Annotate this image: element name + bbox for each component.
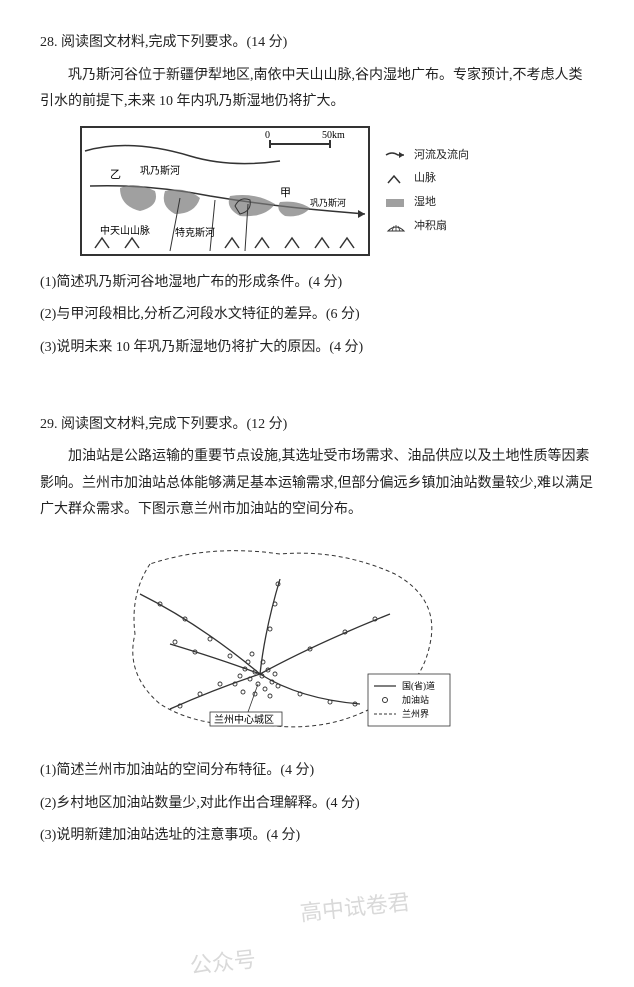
legend-river: 河流及流向 bbox=[384, 145, 469, 166]
q28-figure: 0 50km 乙 巩乃斯河 bbox=[40, 126, 594, 256]
legend-boundary-label: 兰州界 bbox=[402, 708, 429, 719]
legend-station-label: 加油站 bbox=[402, 694, 429, 705]
river-arrow-icon bbox=[384, 149, 408, 161]
q28-sub2: (2)与甲河段相比,分析乙河段水文特征的差异。(6 分) bbox=[40, 302, 594, 329]
legend-mountain-label: 山脉 bbox=[414, 168, 436, 189]
label-gongnaisi2: 巩乃斯河 bbox=[310, 197, 346, 208]
label-center: 兰州中心城区 bbox=[214, 713, 274, 726]
label-tekesi: 特克斯河 bbox=[175, 226, 215, 239]
q29-map-svg: 兰州中心城区 国(省)道 加油站 兰州界 bbox=[100, 534, 460, 744]
q28-legend: 河流及流向 山脉 湿地 冲积扇 bbox=[384, 142, 469, 241]
legend-fan: 冲积扇 bbox=[384, 216, 469, 237]
q28-map-svg: 0 50km 乙 巩乃斯河 bbox=[80, 126, 370, 256]
q29-sub3: (3)说明新建加油站选址的注意事项。(4 分) bbox=[40, 823, 594, 850]
q29-sub1: (1)简述兰州市加油站的空间分布特征。(4 分) bbox=[40, 758, 594, 785]
q29-legend-box: 国(省)道 加油站 兰州界 bbox=[368, 674, 450, 726]
label-jia: 甲 bbox=[280, 187, 291, 199]
q29-title: 阅读图文材料,完成下列要求。(12 分) bbox=[61, 417, 287, 432]
legend-mountain: 山脉 bbox=[384, 168, 469, 189]
legend-wetland: 湿地 bbox=[384, 192, 469, 213]
legend-wetland-label: 湿地 bbox=[414, 192, 436, 213]
q29-figure: 兰州中心城区 国(省)道 加油站 兰州界 bbox=[40, 534, 594, 744]
q28-sub3: (3)说明未来 10 年巩乃斯湿地仍将扩大的原因。(4 分) bbox=[40, 335, 594, 362]
scale-0-label: 0 bbox=[265, 130, 270, 141]
stations-scatter bbox=[158, 582, 377, 708]
watermark-1: 高中试卷君 bbox=[298, 881, 412, 934]
question-28: 28. 阅读图文材料,完成下列要求。(14 分) 巩乃斯河谷位于新疆伊犁地区,南… bbox=[40, 30, 594, 362]
fan-icon bbox=[384, 221, 408, 233]
q28-number: 28. bbox=[40, 35, 58, 50]
q28-title: 阅读图文材料,完成下列要求。(14 分) bbox=[61, 35, 287, 50]
scale-50-label: 50km bbox=[322, 130, 345, 141]
q29-sub2: (2)乡村地区加油站数量少,对此作出合理解释。(4 分) bbox=[40, 791, 594, 818]
q28-sub1: (1)简述巩乃斯河谷地湿地广布的形成条件。(4 分) bbox=[40, 270, 594, 297]
wetland-icon bbox=[384, 197, 408, 209]
q28-paragraph: 巩乃斯河谷位于新疆伊犁地区,南依中天山山脉,谷内湿地广布。专家预计,不考虑人类引… bbox=[40, 63, 594, 116]
q29-paragraph: 加油站是公路运输的重要节点设施,其选址受市场需求、油品供应以及土地性质等因素影响… bbox=[40, 444, 594, 524]
legend-fan-label: 冲积扇 bbox=[414, 216, 447, 237]
watermark-2: 公众号 bbox=[188, 938, 258, 986]
legend-river-label: 河流及流向 bbox=[414, 145, 469, 166]
label-yi: 乙 bbox=[110, 168, 121, 181]
label-zhongtianshan: 中天山山脉 bbox=[100, 224, 150, 237]
q28-header: 28. 阅读图文材料,完成下列要求。(14 分) bbox=[40, 30, 594, 57]
mountain-icon bbox=[384, 173, 408, 185]
q29-header: 29. 阅读图文材料,完成下列要求。(12 分) bbox=[40, 412, 594, 439]
legend-road-label: 国(省)道 bbox=[402, 680, 435, 691]
label-gongnaisi: 巩乃斯河 bbox=[140, 164, 180, 177]
question-29: 高中试卷君 公众号 29. 阅读图文材料,完成下列要求。(12 分) 加油站是公… bbox=[40, 412, 594, 850]
q29-number: 29. bbox=[40, 417, 58, 432]
mountain-row bbox=[95, 238, 354, 248]
